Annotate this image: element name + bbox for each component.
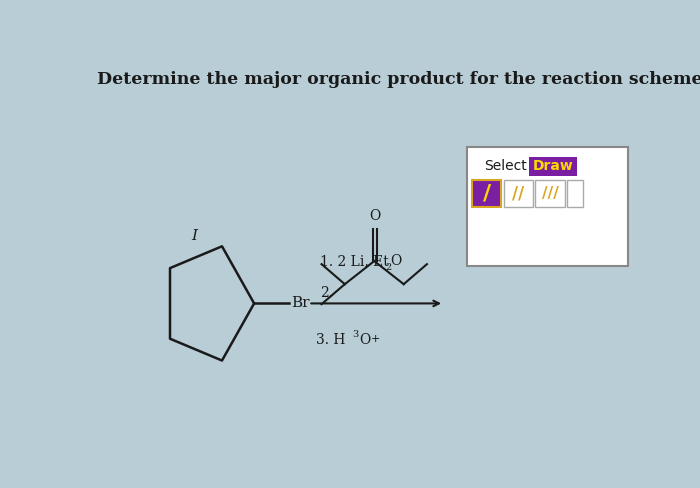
Text: 1. 2 Li, Et: 1. 2 Li, Et: [320, 254, 389, 268]
Text: O: O: [391, 254, 402, 268]
FancyBboxPatch shape: [504, 180, 533, 207]
Text: O: O: [370, 208, 381, 223]
Text: 2.: 2.: [320, 286, 333, 301]
Text: Determine the major organic product for the reaction scheme shown.: Determine the major organic product for …: [97, 71, 700, 88]
FancyBboxPatch shape: [529, 157, 578, 176]
FancyBboxPatch shape: [536, 180, 565, 207]
Text: O: O: [358, 333, 370, 346]
Text: I: I: [191, 229, 197, 243]
Text: //: //: [512, 184, 524, 203]
Text: +: +: [370, 334, 379, 344]
Text: Br: Br: [291, 296, 310, 310]
Text: 3: 3: [353, 329, 359, 339]
FancyBboxPatch shape: [468, 147, 629, 266]
Text: 3. H: 3. H: [316, 333, 346, 346]
Text: Select: Select: [484, 160, 527, 173]
Text: 2: 2: [385, 263, 391, 272]
Text: Draw: Draw: [533, 160, 574, 173]
FancyBboxPatch shape: [472, 180, 501, 207]
Text: ///: ///: [542, 186, 559, 201]
Text: /: /: [482, 183, 491, 203]
FancyBboxPatch shape: [567, 180, 582, 207]
